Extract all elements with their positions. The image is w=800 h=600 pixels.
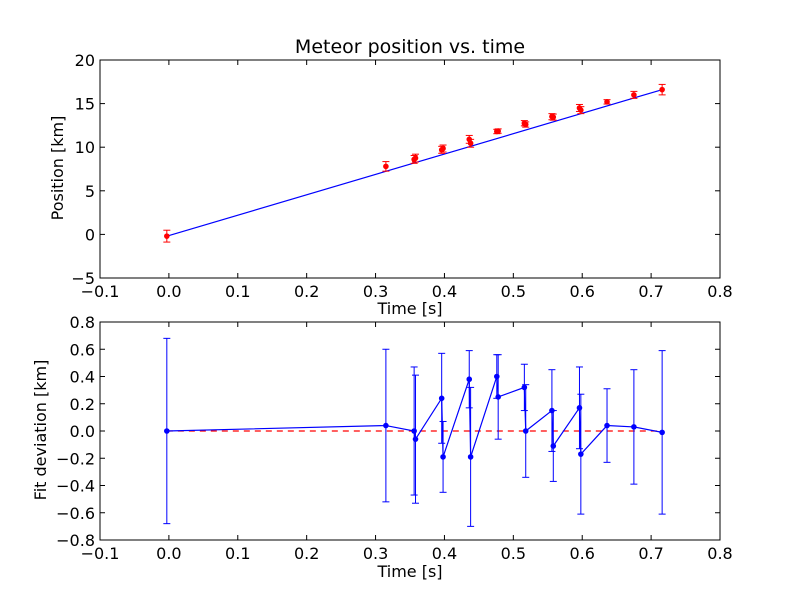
position-chart-x-tick-label: 0.1 (225, 282, 250, 301)
deviation-data-point (604, 422, 610, 429)
deviation-data-point (521, 384, 528, 391)
deviation-chart-x-tick-label: 0.7 (638, 544, 663, 563)
deviation-chart-y-tick-label: 0.4 (70, 368, 95, 387)
position-data-point (578, 107, 584, 113)
position-chart-panel: Meteor position vs. time −0.1 0.0 0.1 0.2 0.… (48, 36, 733, 318)
deviation-chart-x-tick-label: 0.3 (363, 544, 388, 563)
position-chart-x-tick-label: 0.4 (432, 282, 457, 301)
deviation-chart-x-tick-label: 0.0 (156, 544, 181, 563)
position-chart-marks (163, 83, 666, 243)
deviation-chart-y-tick-label: 0.8 (70, 313, 95, 332)
deviation-chart-panel: −0.1 0.0 0.1 0.2 0.3 0.4 0.5 0.6 0.7 0.8 −0.8 −0.6 −… (31, 313, 733, 581)
position-chart-y-tick-label: 10 (75, 138, 95, 157)
deviation-data-point (522, 428, 529, 434)
deviation-chart-x-tick-label: 0.5 (501, 544, 526, 563)
deviation-chart-x-tick-label: 0.4 (432, 544, 457, 563)
position-data-point (467, 140, 474, 147)
position-chart-x-tick-label: 0.7 (638, 282, 663, 301)
position-data-point (383, 163, 389, 170)
deviation-chart-x-tick-label: 0.6 (569, 544, 594, 563)
deviation-data-point (576, 405, 583, 411)
deviation-data-point (495, 394, 501, 400)
deviation-data-point (164, 428, 170, 434)
deviation-chart-y-tick-label: 0.6 (70, 340, 95, 359)
deviation-data-point (412, 436, 419, 442)
deviation-chart-y-tick-label: −0.2 (56, 449, 95, 468)
deviation-chart-ticks: −0.1 0.0 0.1 0.2 0.3 0.4 0.5 0.6 0.7 0.8 −0.8 −0.6 −… (56, 313, 733, 563)
deviation-chart-x-tick-label: 0.1 (225, 544, 250, 563)
deviation-chart-y-tick-label: −0.4 (56, 477, 95, 496)
deviation-data-point (631, 424, 637, 430)
position-data-point (412, 155, 419, 161)
position-data-point (164, 233, 170, 239)
position-data-point (659, 86, 665, 93)
deviation-data-point (438, 395, 445, 402)
deviation-data-point (549, 407, 555, 414)
deviation-chart-y-axis-label: Fit deviation [km] (31, 360, 50, 501)
deviation-data-point (466, 376, 473, 383)
position-chart-x-tick-label: 0.6 (569, 282, 594, 301)
position-chart-x-axis-label: Time [s] (376, 299, 442, 318)
position-chart-x-tick-label: 0.5 (501, 282, 526, 301)
position-chart-x-tick-label: 0.3 (363, 282, 388, 301)
position-data-point (522, 121, 529, 128)
position-chart-ticks: −0.1 0.0 0.1 0.2 0.3 0.4 0.5 0.6 0.7 0.8 −5 0 5 10 15 2… (71, 51, 732, 301)
position-chart-y-tick-label: 20 (75, 51, 95, 70)
deviation-data-point (550, 443, 557, 449)
deviation-data-point (440, 454, 446, 460)
deviation-chart-x-tick-label: −0.1 (81, 544, 120, 563)
position-chart-x-tick-label: 0.0 (156, 282, 181, 301)
position-data-point (440, 145, 446, 152)
position-chart-y-tick-label: 15 (75, 95, 95, 114)
position-data-point (550, 114, 557, 120)
deviation-chart-y-tick-label: 0.2 (70, 395, 95, 414)
position-data-point (631, 92, 637, 98)
deviation-chart-marks (163, 337, 666, 527)
deviation-data-point (411, 428, 417, 434)
deviation-data-point (578, 451, 584, 457)
chart-title: Meteor position vs. time (295, 36, 525, 58)
position-chart-y-tick-label: 5 (85, 182, 95, 201)
deviation-chart-y-tick-label: −0.6 (56, 504, 95, 523)
deviation-data-point (494, 373, 500, 380)
deviation-chart-x-tick-label: 0.8 (707, 544, 732, 563)
position-chart-frame (99, 59, 721, 279)
position-chart-y-axis-label: Position [km] (48, 116, 67, 221)
deviation-chart-y-tick-label: 0.0 (70, 422, 95, 441)
position-chart-x-tick-label: 0.8 (707, 282, 732, 301)
deviation-data-point (383, 422, 389, 429)
position-chart-x-tick-label: 0.2 (294, 282, 319, 301)
position-data-point (495, 128, 501, 134)
deviation-chart-x-tick-label: 0.2 (294, 544, 319, 563)
deviation-data-point (467, 454, 474, 460)
position-chart-y-tick-label: −5 (71, 269, 95, 288)
position-chart-y-tick-label: 0 (85, 225, 95, 244)
deviation-data-point (659, 429, 665, 436)
deviation-chart-y-tick-label: −0.8 (56, 531, 95, 550)
position-data-point (604, 99, 610, 105)
deviation-chart-x-axis-label: Time [s] (376, 562, 442, 581)
position-chart-x-tick-label: −0.1 (81, 282, 120, 301)
